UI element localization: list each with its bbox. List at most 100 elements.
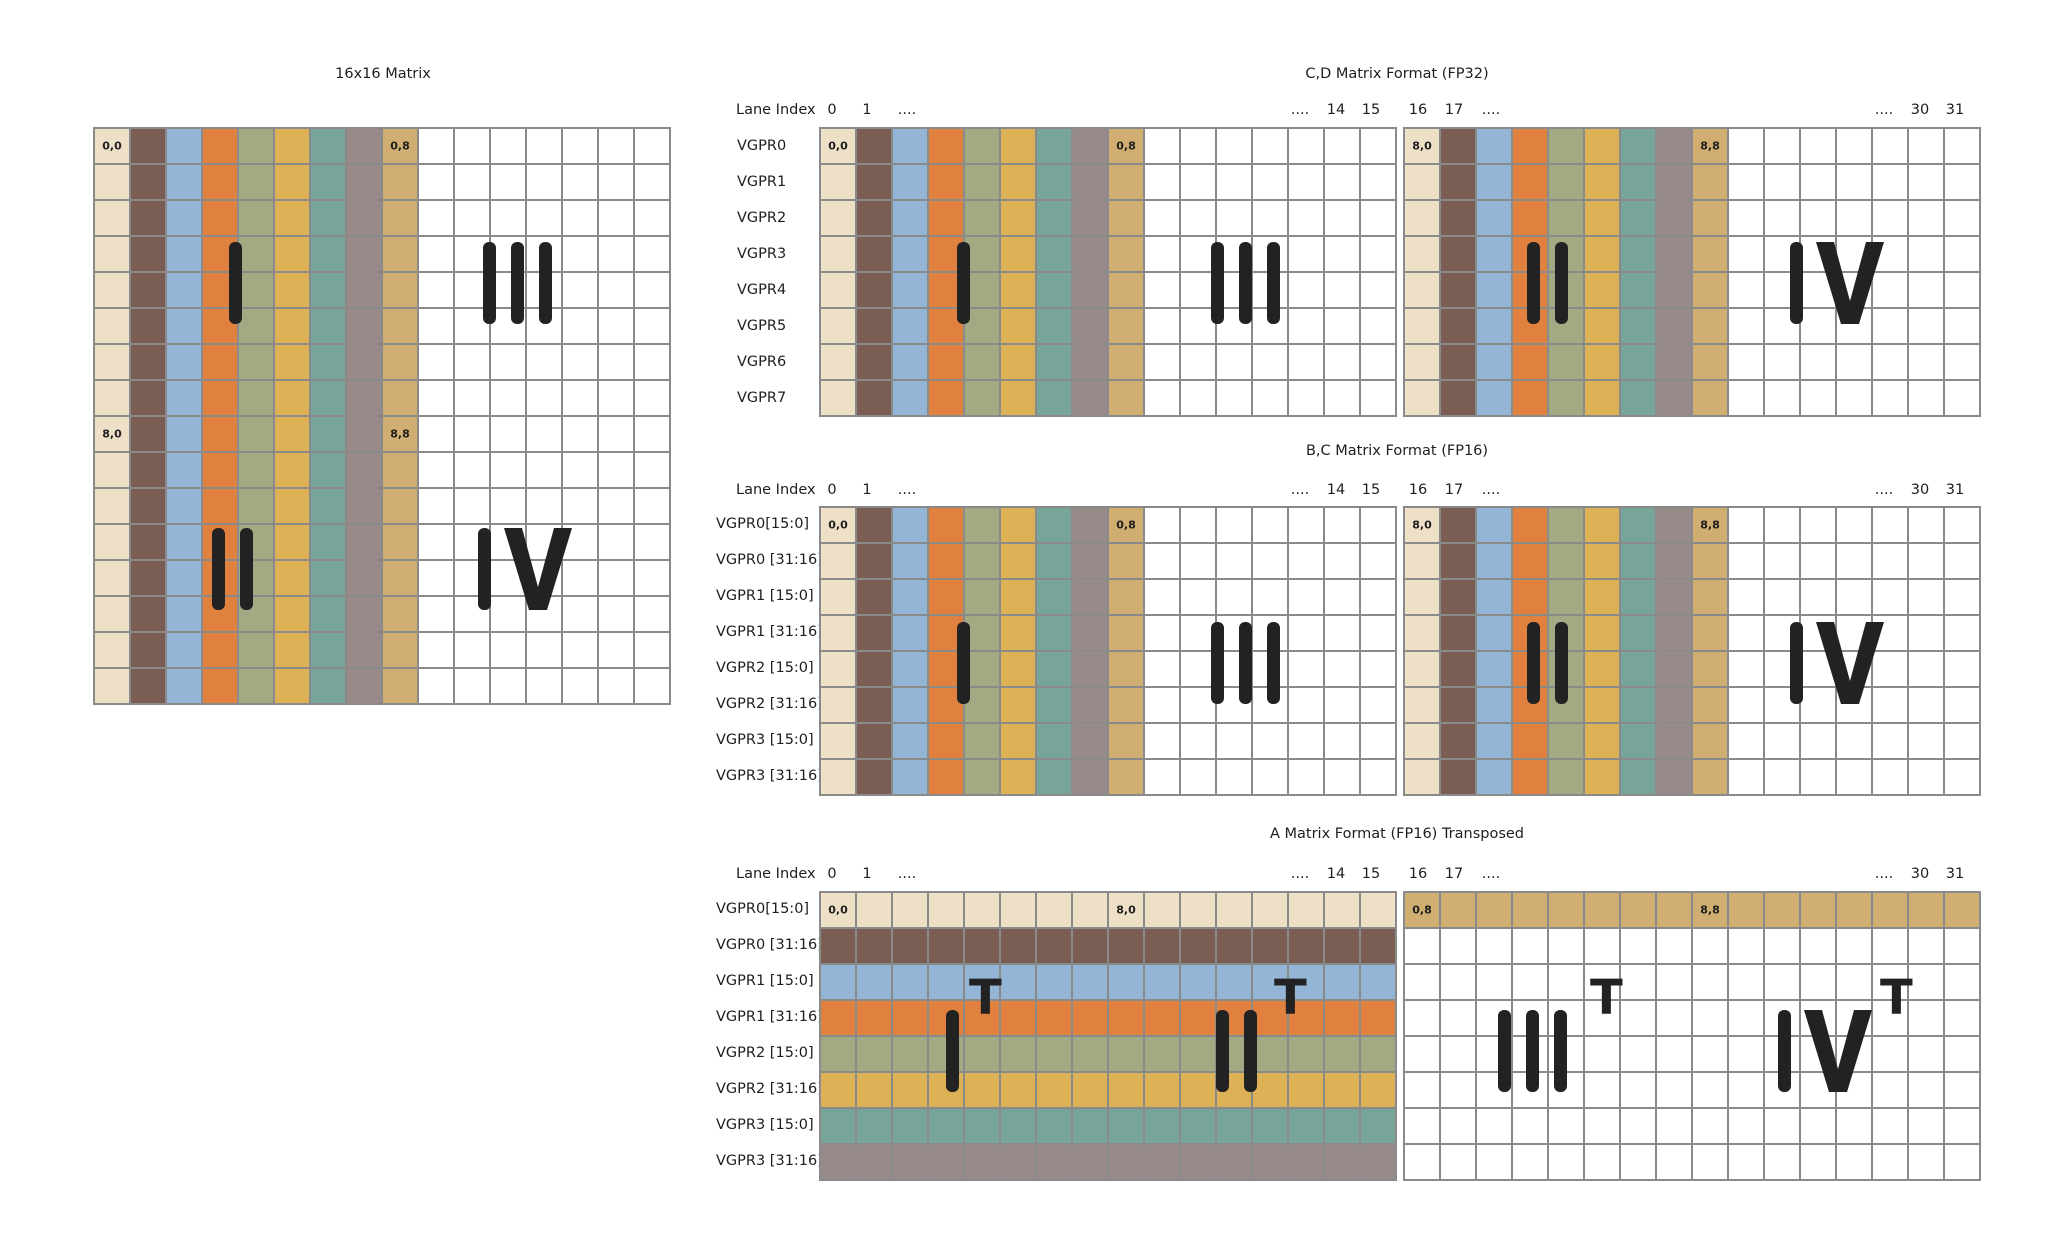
grid-cell bbox=[821, 929, 857, 965]
grid-cell bbox=[563, 165, 599, 201]
grid-cell bbox=[1361, 309, 1397, 345]
grid-cell bbox=[455, 489, 491, 525]
grid-cell bbox=[1549, 929, 1585, 965]
grid-cell bbox=[347, 633, 383, 669]
grid-cell bbox=[1361, 965, 1397, 1001]
grid-cell bbox=[929, 580, 965, 616]
grid-cell bbox=[1109, 201, 1145, 237]
grid-cell bbox=[347, 561, 383, 597]
grid-cell bbox=[893, 760, 929, 796]
grid-cell bbox=[1801, 309, 1837, 345]
grid-cell bbox=[965, 381, 1001, 417]
grid-cell bbox=[1361, 760, 1397, 796]
grid-cell bbox=[1253, 760, 1289, 796]
grid-cell bbox=[1001, 580, 1037, 616]
a-row-label: VGPR3 [31:16] bbox=[716, 1153, 823, 1169]
grid-cell bbox=[1729, 1001, 1765, 1037]
grid-cell bbox=[1073, 580, 1109, 616]
grid-cell bbox=[1037, 929, 1073, 965]
grid-cell bbox=[1361, 201, 1397, 237]
grid-cell bbox=[1145, 345, 1181, 381]
grid-cell bbox=[1873, 345, 1909, 381]
grid-cell bbox=[1253, 381, 1289, 417]
grid-cell bbox=[1325, 688, 1361, 724]
grid-cell bbox=[1253, 544, 1289, 580]
grid-cell bbox=[1513, 580, 1549, 616]
grid-cell bbox=[455, 417, 491, 453]
grid-cell bbox=[275, 525, 311, 561]
grid-cell bbox=[1109, 273, 1145, 309]
numeral-stroke bbox=[483, 242, 496, 324]
grid-cell bbox=[1361, 688, 1397, 724]
grid-cell bbox=[1441, 237, 1477, 273]
grid-cell bbox=[275, 381, 311, 417]
grid-cell bbox=[1405, 1145, 1441, 1181]
grid-cell bbox=[563, 669, 599, 705]
grid-cell bbox=[1729, 1037, 1765, 1073]
grid-cell bbox=[1513, 165, 1549, 201]
grid-cell bbox=[1873, 1145, 1909, 1181]
numeral-stroke bbox=[946, 1010, 959, 1092]
grid-cell bbox=[1325, 309, 1361, 345]
grid-cell bbox=[1693, 1145, 1729, 1181]
cd-lane-right-5: 31 bbox=[1945, 102, 1965, 118]
grid-cell bbox=[821, 201, 857, 237]
grid-cell bbox=[599, 561, 635, 597]
grid-cell bbox=[1477, 345, 1513, 381]
grid-cell bbox=[1325, 893, 1361, 929]
grid-cell bbox=[635, 633, 671, 669]
bc-row-label: VGPR1 [31:16] bbox=[716, 624, 823, 640]
grid-cell bbox=[1253, 1145, 1289, 1181]
a-lane-right-1: 17 bbox=[1444, 866, 1464, 882]
grid-cell bbox=[275, 237, 311, 273]
a-lane-index-label: Lane Index bbox=[736, 866, 816, 882]
grid-cell bbox=[1945, 345, 1981, 381]
grid-cell bbox=[929, 1109, 965, 1145]
grid-cell bbox=[1801, 129, 1837, 165]
grid-cell bbox=[95, 633, 131, 669]
grid-cell bbox=[1909, 508, 1945, 544]
grid-cell bbox=[1477, 893, 1513, 929]
bc-title: B,C Matrix Format (FP16) bbox=[1305, 443, 1489, 459]
grid-cell bbox=[1693, 1001, 1729, 1037]
grid-cell bbox=[965, 544, 1001, 580]
grid-cell bbox=[563, 201, 599, 237]
grid-cell bbox=[1693, 965, 1729, 1001]
grid-cell bbox=[1405, 688, 1441, 724]
grid-cell bbox=[1585, 273, 1621, 309]
grid-cell bbox=[1693, 273, 1729, 309]
grid-cell bbox=[1001, 273, 1037, 309]
grid-cell bbox=[1909, 1109, 1945, 1145]
grid-cell bbox=[1621, 345, 1657, 381]
bc-row-label: VGPR2 [31:16] bbox=[716, 696, 823, 712]
numeral-v-stroke bbox=[1816, 242, 1884, 324]
grid-cell bbox=[1585, 129, 1621, 165]
grid-cell bbox=[821, 760, 857, 796]
grid-cell bbox=[347, 669, 383, 705]
grid-cell bbox=[1585, 1037, 1621, 1073]
grid-cell bbox=[1837, 165, 1873, 201]
grid-cell bbox=[1909, 1037, 1945, 1073]
grid-cell bbox=[527, 129, 563, 165]
grid-cell bbox=[1729, 165, 1765, 201]
grid-cell bbox=[1873, 893, 1909, 929]
grid-cell bbox=[1441, 965, 1477, 1001]
grid-cell bbox=[1073, 1145, 1109, 1181]
grid-cell bbox=[1109, 688, 1145, 724]
cell-coordinate-label: 0,8 bbox=[390, 139, 410, 153]
grid-cell bbox=[239, 201, 275, 237]
grid-cell bbox=[929, 544, 965, 580]
cell-coordinate-label: 8,0 bbox=[1412, 518, 1432, 532]
grid-cell bbox=[1441, 652, 1477, 688]
grid-cell bbox=[1361, 893, 1397, 929]
grid-cell bbox=[1361, 237, 1397, 273]
grid-cell bbox=[1441, 345, 1477, 381]
grid-cell bbox=[131, 669, 167, 705]
grid-cell bbox=[311, 525, 347, 561]
grid-cell bbox=[1289, 580, 1325, 616]
grid-cell bbox=[929, 724, 965, 760]
grid-cell bbox=[893, 1109, 929, 1145]
grid-cell bbox=[1109, 580, 1145, 616]
grid-cell bbox=[857, 929, 893, 965]
grid-cell bbox=[1037, 1073, 1073, 1109]
